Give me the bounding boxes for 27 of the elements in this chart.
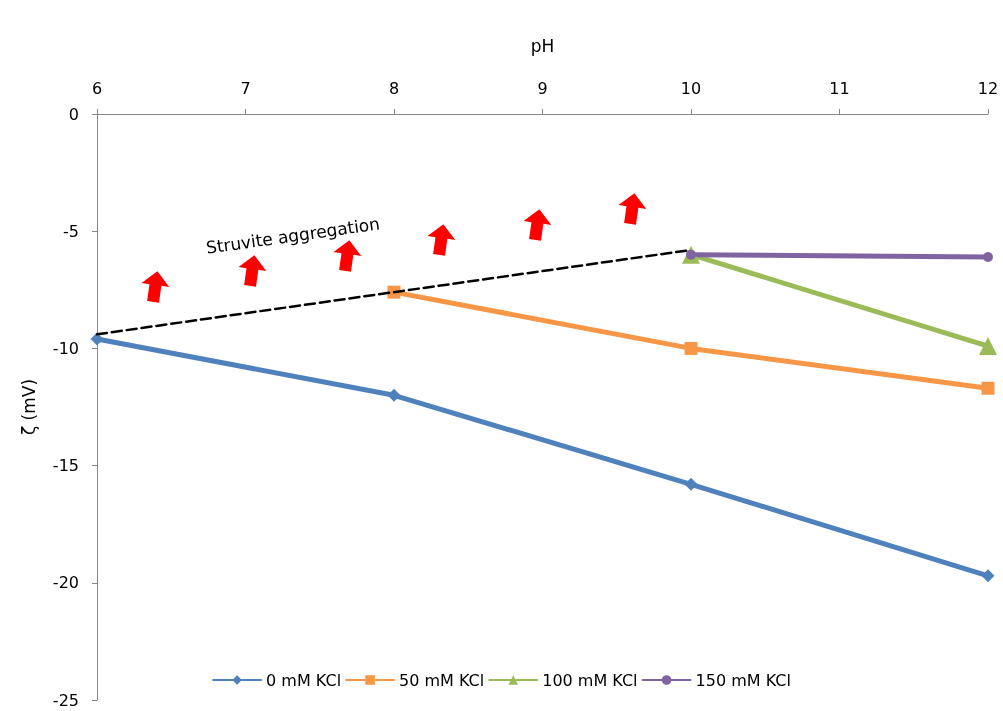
x-tick-label: 12 (977, 78, 999, 98)
y-axis-title: ζ (mV) (18, 378, 39, 436)
x-axis-title: pH (530, 35, 555, 56)
y-tick-label: -20 (52, 573, 79, 593)
x-tick-label: 6 (91, 78, 103, 98)
x-tick-label: 8 (388, 78, 400, 98)
legend-label: 150 mM KCl (695, 670, 791, 690)
point (983, 251, 993, 262)
annotation: Struvite aggregation (204, 213, 382, 258)
y-tick-label: -10 (52, 338, 79, 358)
y-tick-label: -5 (63, 221, 79, 241)
legend-label: 50 mM KCl (399, 670, 485, 690)
point (90, 332, 104, 346)
point (684, 477, 698, 491)
legend-label: 100 mM KCl (542, 670, 638, 690)
x-tick-label: 7 (240, 78, 251, 98)
y-tick-label: 0 (68, 104, 79, 124)
x-tick-label: 11 (829, 78, 850, 98)
legend-label: 0 mM KCl (266, 670, 342, 690)
point (981, 381, 995, 395)
point (387, 388, 401, 402)
x-tick-label: 9 (537, 78, 548, 98)
y-tick-label: -15 (52, 456, 79, 476)
point (981, 569, 995, 583)
y-tick-label: -25 (52, 690, 79, 710)
x-tick-label: 10 (680, 78, 702, 98)
point (684, 341, 698, 355)
